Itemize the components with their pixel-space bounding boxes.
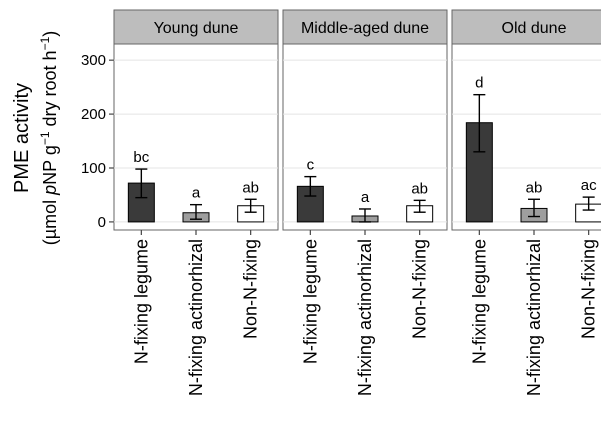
y-axis-title-part: dry root h bbox=[40, 50, 60, 131]
y-axis-title-part: mol bbox=[40, 195, 60, 229]
y-axis-title-part: µ bbox=[40, 229, 60, 239]
y-axis-title-line-2: (µmol pNP g−1 dry root h−1) bbox=[38, 31, 60, 246]
y-axis-title-part: −1 bbox=[38, 131, 52, 145]
significance-letter: a bbox=[192, 185, 201, 202]
panel-title: Young dune bbox=[154, 20, 239, 37]
x-tick-label: Non-N-fixing bbox=[241, 239, 261, 339]
x-tick-label: N-fixing legume bbox=[131, 239, 151, 364]
panel-title: Old dune bbox=[502, 20, 567, 37]
y-axis-title-part: −1 bbox=[38, 36, 52, 50]
y-axis-title-part: ( bbox=[40, 239, 60, 245]
y-tick-label: 0 bbox=[98, 214, 106, 231]
significance-letter: bc bbox=[133, 149, 149, 166]
y-axis-title-line-1: PME activity bbox=[11, 83, 33, 193]
panel-strip bbox=[451, 9, 601, 45]
x-tick-label: Non-N-fixing bbox=[579, 239, 599, 339]
x-tick-label: Non-N-fixing bbox=[410, 239, 430, 339]
panel-strip bbox=[113, 9, 279, 45]
y-axis-label: PME activity(µmol pNP g−1 dry root h−1) bbox=[11, 31, 60, 246]
x-tick-label: N-fixing actinorhizal bbox=[524, 239, 544, 396]
panel-3: Old dune d N-fixing legume ab N-fixing actin… bbox=[451, 9, 601, 396]
significance-letter: d bbox=[475, 75, 483, 92]
significance-letter: ab bbox=[411, 180, 428, 197]
panel-1: Young dune bc N-fixing legume a N-fixing act… bbox=[113, 9, 279, 396]
x-tick-label: N-fixing legume bbox=[469, 239, 489, 364]
y-axis-title-part: ) bbox=[40, 31, 60, 37]
y-axis-title-part: p bbox=[40, 185, 60, 196]
panel-2: Middle-aged dune c N-fixing legume a N-fixin… bbox=[282, 9, 448, 396]
y-tick-label: 200 bbox=[81, 106, 106, 123]
significance-letter: ab bbox=[242, 179, 259, 196]
panel-title: Middle-aged dune bbox=[301, 20, 429, 37]
significance-letter: a bbox=[361, 189, 370, 206]
x-tick-label: N-fixing actinorhizal bbox=[186, 239, 206, 396]
panel-strip bbox=[282, 9, 448, 45]
x-tick-label: N-fixing actinorhizal bbox=[355, 239, 375, 396]
significance-letter: ab bbox=[526, 179, 543, 196]
x-tick-label: N-fixing legume bbox=[300, 239, 320, 364]
significance-letter: c bbox=[307, 157, 315, 174]
y-tick-label: 100 bbox=[81, 160, 106, 177]
y-axis: 0 100 200 300 bbox=[81, 52, 114, 231]
y-axis-title-part: NP g bbox=[40, 145, 60, 185]
significance-letter: ac bbox=[581, 177, 597, 194]
facet-panels: Young dune bc N-fixing legume a N-fixing act… bbox=[113, 9, 601, 396]
y-tick-label: 300 bbox=[81, 52, 106, 69]
